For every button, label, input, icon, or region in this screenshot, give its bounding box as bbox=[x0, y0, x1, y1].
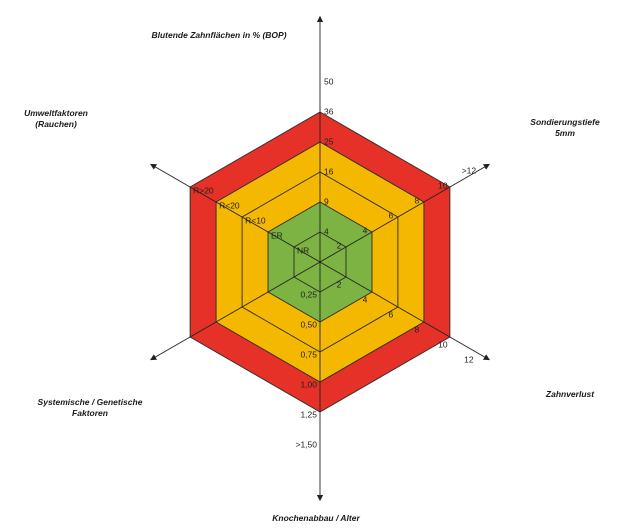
axis-line-5 bbox=[150, 261, 321, 361]
tick-label: 1,25 bbox=[300, 409, 317, 419]
tick-label: 4 bbox=[324, 226, 329, 236]
tick-label: 8 bbox=[415, 324, 420, 334]
tick-label: 36 bbox=[324, 106, 334, 116]
axis-title: Umweltfaktoren (Rauchen) bbox=[24, 108, 88, 129]
tick-label: NR bbox=[297, 245, 309, 255]
tick-label: >1,50 bbox=[295, 439, 317, 449]
tick-label: 0,50 bbox=[300, 319, 317, 329]
tick-label: 0,75 bbox=[300, 349, 317, 359]
axis-title: Blutende Zahnflächen in % (BOP) bbox=[151, 30, 286, 40]
tick-label: 9 bbox=[324, 196, 329, 206]
tick-label: 6 bbox=[389, 210, 394, 220]
tick-label: 12 bbox=[464, 354, 474, 364]
tick-label: 4 bbox=[363, 225, 368, 235]
axis-title: Sondierungstiefe 5mm bbox=[530, 117, 600, 138]
tick-label: R<20 bbox=[219, 200, 240, 210]
tick-label: 16 bbox=[324, 166, 334, 176]
axis-line-6 bbox=[150, 163, 321, 263]
tick-label: 6 bbox=[389, 309, 394, 319]
tick-label: 2 bbox=[337, 240, 342, 250]
axis-title: Knochenabbau / Alter bbox=[272, 513, 360, 523]
tick-label: 4 bbox=[363, 294, 368, 304]
tick-label: R>20 bbox=[193, 185, 214, 195]
tick-label: 10 bbox=[438, 339, 448, 349]
tick-label: 1,00 bbox=[300, 379, 317, 389]
tick-label: >12 bbox=[462, 165, 477, 175]
axis-title: Systemische / Genetische Faktoren bbox=[38, 397, 143, 418]
axis-title: Zahnverlust bbox=[545, 389, 595, 399]
tick-label: 2 bbox=[337, 279, 342, 289]
tick-label: 8 bbox=[415, 195, 420, 205]
tick-label: R<10 bbox=[245, 215, 266, 225]
axis-line-3 bbox=[319, 261, 490, 361]
tick-label: 50 bbox=[324, 76, 334, 86]
tick-label: 25 bbox=[324, 136, 334, 146]
tick-label: 0,25 bbox=[300, 289, 317, 299]
tick-label: ER bbox=[271, 230, 283, 240]
axis-line-2 bbox=[319, 163, 490, 263]
tick-label: 10 bbox=[438, 180, 448, 190]
